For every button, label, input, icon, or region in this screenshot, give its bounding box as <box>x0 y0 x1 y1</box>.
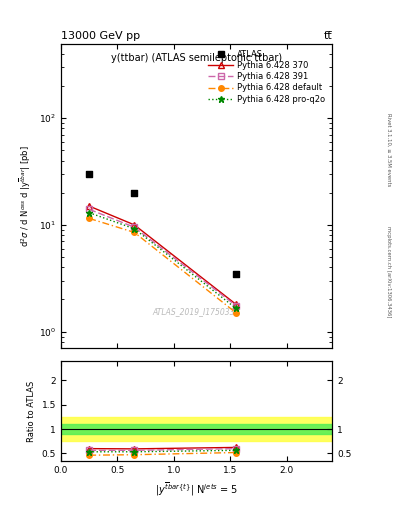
Point <box>86 170 92 178</box>
Y-axis label: d$^2\sigma$ / d N$^{oss}$ d |y$^{\overline{t}bar}$| [pb]: d$^2\sigma$ / d N$^{oss}$ d |y$^{\overli… <box>18 145 33 247</box>
Legend: ATLAS, Pythia 6.428 370, Pythia 6.428 391, Pythia 6.428 default, Pythia 6.428 pr: ATLAS, Pythia 6.428 370, Pythia 6.428 39… <box>206 48 328 106</box>
Text: 13000 GeV pp: 13000 GeV pp <box>61 31 140 41</box>
Y-axis label: Ratio to ATLAS: Ratio to ATLAS <box>27 380 36 441</box>
Point <box>131 188 138 197</box>
Bar <box>61 424 332 434</box>
Point <box>233 269 239 278</box>
Text: Rivet 3.1.10, ≥ 3.5M events: Rivet 3.1.10, ≥ 3.5M events <box>386 114 391 187</box>
Bar <box>61 417 332 441</box>
X-axis label: $|y^{\overline{t}bar\{t\}}|$ N$^{jets}$ = 5: $|y^{\overline{t}bar\{t\}}|$ N$^{jets}$ … <box>155 480 238 498</box>
Text: ATLAS_2019_I1750330: ATLAS_2019_I1750330 <box>153 307 240 316</box>
Text: mcplots.cern.ch [arXiv:1306.3436]: mcplots.cern.ch [arXiv:1306.3436] <box>386 226 391 318</box>
Text: tt̅: tt̅ <box>323 31 332 41</box>
Text: y(ttbar) (ATLAS semileptonic ttbar): y(ttbar) (ATLAS semileptonic ttbar) <box>111 53 282 62</box>
